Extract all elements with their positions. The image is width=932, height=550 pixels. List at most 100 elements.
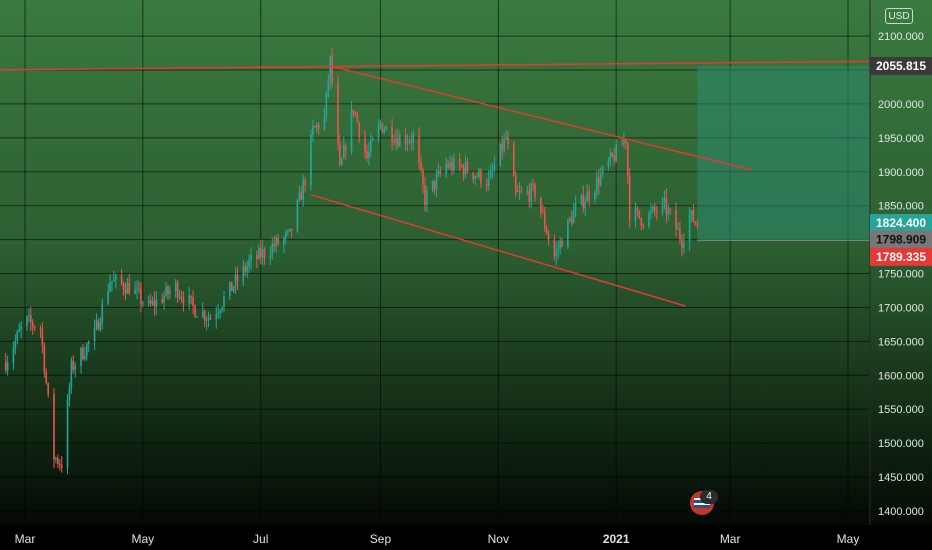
candle-body [426,190,428,205]
candle-body [601,166,604,175]
candle-body [196,316,198,318]
candle-body [203,311,206,321]
candle-body [366,151,368,159]
y-tick-label: 1450.000 [878,472,924,484]
candle-body [493,165,496,170]
candle-body [263,249,266,258]
candle-body [41,329,44,346]
candle-body [341,158,343,165]
candle-body [128,282,131,294]
candle-body [379,123,382,126]
candle-body [352,110,355,113]
candle-body [80,347,82,366]
candle-body [480,170,482,185]
candle-body [474,176,476,179]
candle-body [675,210,677,230]
candle-body [86,343,88,357]
trendline-channel-lower[interactable] [310,194,686,307]
candle-body [234,274,237,287]
candle-body [217,312,219,315]
news-count-badge[interactable]: 4 [700,490,718,504]
candle-body [161,299,163,303]
candle-body [95,320,98,328]
candle-body [221,307,223,311]
candle-body [528,191,531,202]
price-tag-resistance-label: 2055.815 [876,59,926,73]
candle-body [18,329,21,332]
candle-body [570,218,573,224]
trendlines[interactable] [0,60,885,307]
candle-body [642,225,645,227]
price-tag-last [870,214,932,233]
candle-body [682,242,685,248]
candle-body [364,137,366,152]
candle-body [259,247,262,258]
candle-body [628,176,631,221]
candle-body [514,176,517,192]
candle-body [503,138,505,152]
candle-body [607,161,610,167]
candle-body [541,212,544,214]
candle-body [518,191,521,193]
candle-body [370,140,372,152]
candle-body [449,162,451,168]
candle-body [113,279,115,282]
candle-body [555,249,558,257]
candle-body [580,194,583,205]
candle-body [584,201,587,209]
x-tick-label: Sep [370,532,392,546]
candle-body [33,326,36,329]
price-tags: 2055.815 1824.400 1798.909 1789.335 [870,57,932,266]
target-zone[interactable] [697,66,870,241]
candle-body [520,191,523,193]
x-tick-label: 2021 [603,532,630,546]
candle-body [60,464,63,469]
candle-body [408,141,411,143]
candle-body [165,286,167,296]
candle-body [201,311,204,317]
candle-body [246,266,248,272]
candle-body [499,143,502,166]
candle-body [230,281,233,292]
y-tick-label: 1900.000 [878,167,924,179]
candle-body [677,228,679,230]
trendline-resistance[interactable] [0,60,885,71]
candle-body [178,296,181,298]
candle-body [547,234,550,240]
candle-body [257,247,260,259]
y-tick-label: 1700.000 [878,302,924,314]
candle-body [190,295,192,298]
candle-body [31,322,34,327]
candle-body [180,296,183,299]
x-axis-band [0,525,932,550]
trendline-channel-upper[interactable] [331,65,752,171]
target-zone-box[interactable] [697,66,870,241]
candle-body [692,210,695,223]
candle-body [615,143,617,162]
candle-body [70,360,73,388]
x-tick-label: May [837,532,860,546]
candle-body [611,153,614,156]
candle-body [244,266,247,272]
candle-body [696,223,699,226]
candle-body [273,244,276,247]
currency-badge[interactable]: USD [885,8,913,24]
y-tick-label: 2000.000 [878,99,924,111]
candle-body [39,328,42,330]
candle-body [124,289,127,294]
candle-body [87,341,90,344]
candle-body [176,282,179,298]
candle-body [623,140,625,145]
candle-body [271,244,274,255]
candle-body [140,289,142,304]
candle-body [151,300,154,304]
candle-body [567,219,569,247]
candle-body [424,184,426,205]
candle-body [331,55,333,84]
candle-body [507,137,509,144]
y-tick-label: 2100.000 [878,31,924,43]
candle-body [167,286,169,294]
candle-body [215,314,218,320]
candle-body [385,126,388,130]
